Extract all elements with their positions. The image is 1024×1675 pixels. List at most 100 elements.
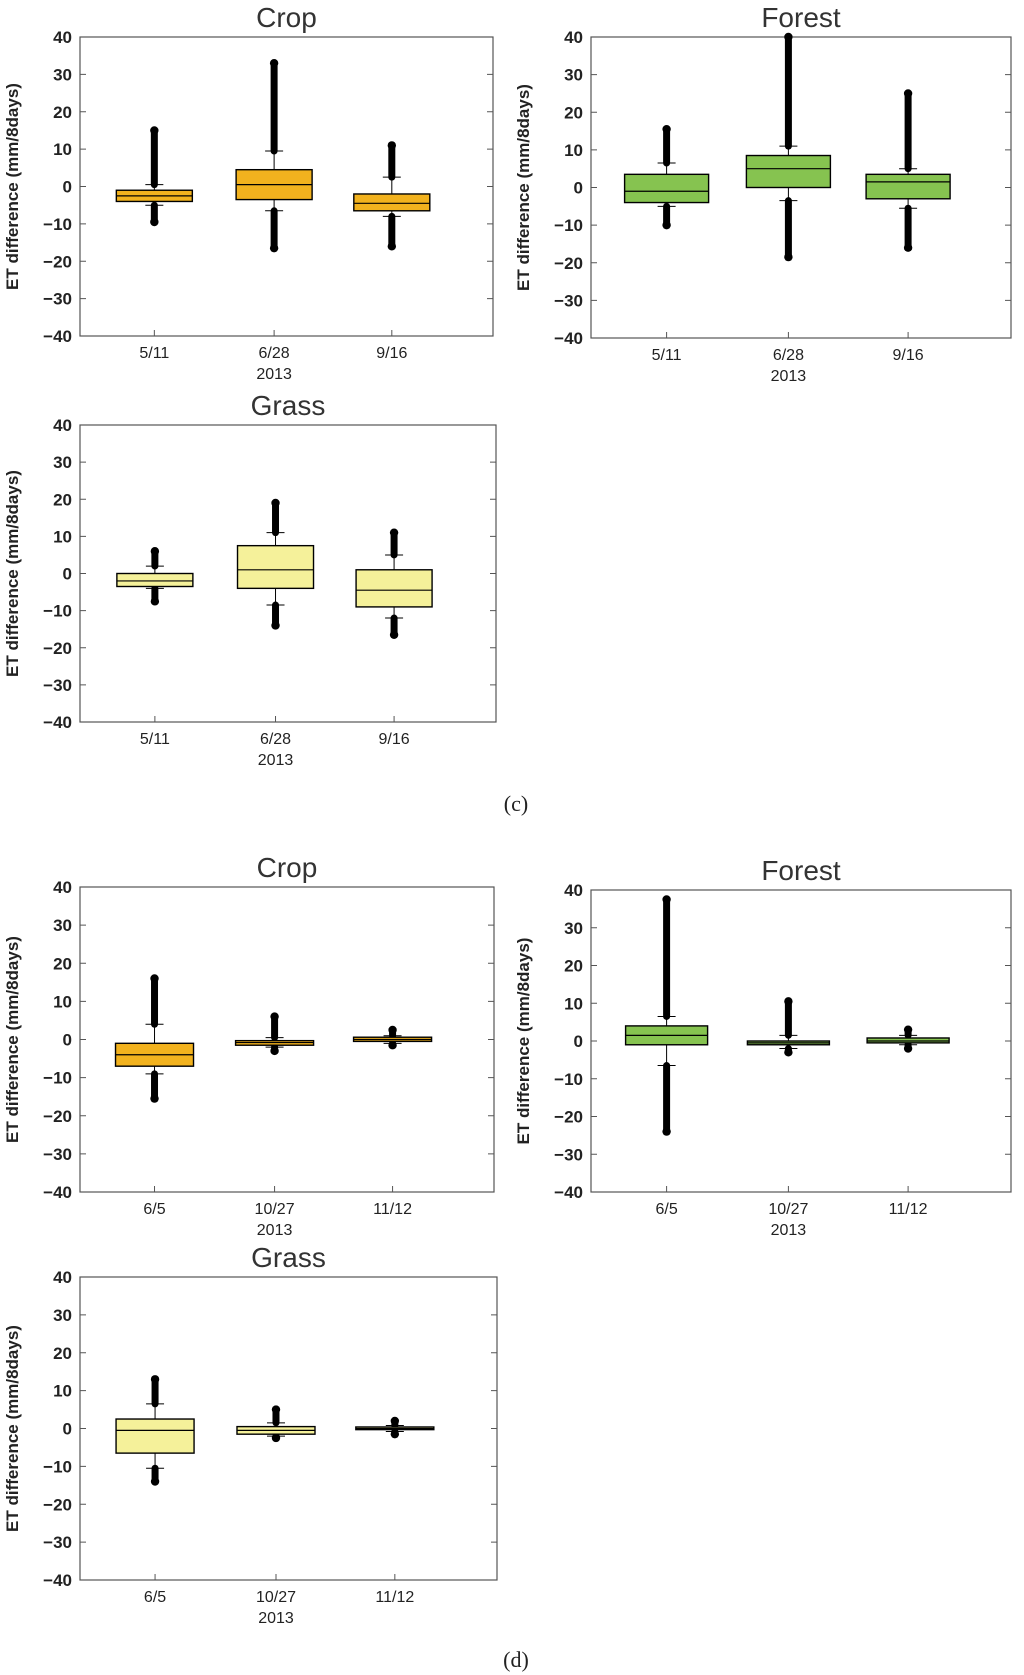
panel-d-forest-ytick-label: −40 bbox=[554, 1183, 583, 1202]
panel-d-grass-xtick-label-1: 10/27 bbox=[256, 1589, 296, 1606]
panel-d-grass-ytick-label: −20 bbox=[43, 1495, 72, 1514]
panel-d-crop-xtick-label-0: 6/5 bbox=[143, 1201, 165, 1218]
panel-d-crop-xtick-label-1: 10/27 bbox=[255, 1201, 295, 1218]
panel-c-grass-box-0-max-point bbox=[150, 547, 160, 556]
panel-d-forest-box-1-max-point bbox=[784, 997, 793, 1006]
panel-c-crop-ytick-label: −10 bbox=[43, 215, 72, 234]
panel-c-crop-box-0-min-point bbox=[150, 217, 159, 227]
panel-d-forest-ytick-label: −20 bbox=[554, 1108, 583, 1127]
panel-c-forest-ylabel: ET difference (mm/8days) bbox=[514, 84, 533, 291]
panel-d-forest-ytick-label: −10 bbox=[554, 1070, 583, 1089]
panel-d-grass-box-1-max-point bbox=[271, 1405, 281, 1414]
panel-c-forest-box-1-max-point bbox=[784, 32, 793, 42]
panel-c-grass-ytick-label: 10 bbox=[53, 527, 72, 546]
panel-c-grass-ytick-label: 0 bbox=[63, 565, 72, 584]
panel-c-forest-ytick-label: −10 bbox=[554, 216, 583, 235]
panel-c-crop-ytick-label: 30 bbox=[53, 65, 72, 84]
panel-d-forest-xlabel: 2013 bbox=[771, 1222, 807, 1239]
panel-d-crop-xlabel: 2013 bbox=[257, 1222, 293, 1239]
panel-d-crop-ylabel: ET difference (mm/8days) bbox=[3, 936, 22, 1143]
panel-d-forest-box-0-max-point bbox=[662, 895, 671, 904]
panel-c-crop-box-2-max-point bbox=[387, 141, 397, 150]
panel-d-crop-ytick-label: −40 bbox=[43, 1183, 72, 1202]
panel-c-forest-xtick-label-1: 6/28 bbox=[773, 347, 804, 364]
panel-d-grass-ylabel: ET difference (mm/8days) bbox=[3, 1325, 22, 1532]
panel-c-grass-title: Grass bbox=[251, 390, 326, 421]
panel-c-grass-ytick-label: −20 bbox=[43, 639, 72, 658]
panel-d-forest-box-0-min-point bbox=[662, 1127, 671, 1136]
panel-d-grass-ytick-label: 40 bbox=[53, 1268, 72, 1287]
panel-d-grass-ytick-label: −40 bbox=[43, 1571, 72, 1590]
panel-d-crop-ytick-label: 30 bbox=[53, 916, 72, 935]
panel-c-crop-xtick-label-1: 6/28 bbox=[259, 345, 290, 362]
panel-c-forest-title: Forest bbox=[761, 2, 841, 33]
panel-c-grass-ytick-label: −40 bbox=[43, 713, 72, 732]
panel-d-grass-ytick-label: 20 bbox=[53, 1344, 72, 1363]
panel-d-crop-title: Crop bbox=[257, 852, 318, 883]
panel-c-grass-box-1-min-point bbox=[271, 621, 280, 630]
panel-c-forest-xtick-label-0: 5/11 bbox=[652, 347, 682, 364]
panel-c-grass-box-0-min-point bbox=[150, 597, 160, 606]
panel-c-grass-xtick-label-1: 6/28 bbox=[260, 731, 291, 748]
panel-d-forest-box-2-max-point bbox=[903, 1025, 913, 1034]
panel-c-forest-ytick-label: 20 bbox=[564, 103, 583, 122]
panel-c-crop-box-1-min-point bbox=[269, 243, 279, 253]
panel-d-crop-ytick-label: 0 bbox=[63, 1031, 72, 1050]
panel-d-crop-ytick-label: 10 bbox=[53, 992, 72, 1011]
panel-d-forest-title: Forest bbox=[761, 855, 841, 886]
panel-c-forest-box-0-iqr bbox=[623, 173, 710, 204]
panel-c-forest-ytick-label: 0 bbox=[574, 179, 583, 198]
panel-c-grass-ytick-label: 40 bbox=[53, 416, 72, 435]
panel-d-grass-title: Grass bbox=[251, 1242, 326, 1273]
panel-c-forest-ytick-label: −20 bbox=[554, 254, 583, 273]
panel-c-crop-ytick-label: −40 bbox=[43, 327, 72, 346]
panel-c-grass-ytick-label: 20 bbox=[53, 490, 72, 509]
panel-c-forest-ytick-label: 30 bbox=[564, 66, 583, 85]
panel-c-forest-box-2-max-point bbox=[903, 89, 913, 98]
panel-c-grass-box-1-max-point bbox=[271, 498, 280, 508]
caption-c: (c) bbox=[503, 791, 529, 816]
panel-d-grass-ytick-label: −30 bbox=[43, 1533, 72, 1552]
panel-c-crop-box-0-max-point bbox=[150, 126, 159, 135]
panel-c-crop-xlabel: 2013 bbox=[256, 366, 292, 383]
panel-c-forest-box-2-iqr bbox=[865, 173, 951, 200]
panel-c-crop-xtick-label-2: 9/16 bbox=[376, 345, 407, 362]
panel-d-crop-ytick-label: −30 bbox=[43, 1145, 72, 1164]
panel-d-grass-ytick-label: 10 bbox=[53, 1382, 72, 1401]
panel-d-grass-box-2-max-point bbox=[390, 1416, 400, 1426]
panel-d-crop-box-1-max-point bbox=[270, 1012, 279, 1021]
panel-d-forest-ytick-label: 10 bbox=[564, 994, 583, 1013]
panel-c-forest-box-1-iqr bbox=[745, 154, 832, 189]
panel-d-grass-box-2-min-point bbox=[390, 1429, 400, 1439]
panel-d-grass-ytick-label: −10 bbox=[43, 1457, 72, 1476]
panel-d-forest-ylabel: ET difference (mm/8days) bbox=[514, 938, 533, 1145]
panel-c-grass-ytick-label: −30 bbox=[43, 676, 72, 695]
panel-d-crop-xtick-label-2: 11/12 bbox=[373, 1201, 412, 1218]
panel-d-grass-xtick-label-2: 11/12 bbox=[375, 1589, 414, 1606]
panel-d-grass-box-0-max-point bbox=[150, 1375, 160, 1384]
panel-c-grass-box-0-iqr bbox=[116, 572, 194, 588]
panel-c-forest-box-0-min-point bbox=[662, 220, 671, 230]
panel-d-forest-ytick-label: 40 bbox=[564, 881, 583, 900]
panel-d-forest-ytick-label: −30 bbox=[554, 1145, 583, 1164]
panel-c-forest-ytick-label: −40 bbox=[554, 329, 583, 348]
panel-d-forest-xtick-label-2: 11/12 bbox=[889, 1201, 928, 1218]
panel-c-crop-ytick-label: 40 bbox=[53, 28, 72, 47]
panel-d-crop-ytick-label: −10 bbox=[43, 1069, 72, 1088]
panel-c-crop-title: Crop bbox=[256, 2, 317, 33]
panel-c-grass-box-1-iqr bbox=[236, 544, 315, 590]
panel-d-forest-ytick-label: 20 bbox=[564, 957, 583, 976]
panel-d-grass-ytick-label: 30 bbox=[53, 1306, 72, 1325]
panel-d-crop-box-1-min-point bbox=[270, 1046, 279, 1056]
panel-d-crop-box-0-max-point bbox=[150, 974, 159, 983]
panel-c-forest-box-2-min-point bbox=[903, 243, 913, 252]
panel-c-forest-ytick-label: −30 bbox=[554, 291, 583, 310]
panel-c-forest-xtick-label-2: 9/16 bbox=[893, 347, 924, 364]
panel-c-crop-box-1-max-point bbox=[269, 58, 279, 68]
panel-d-forest-ytick-label: 0 bbox=[574, 1032, 583, 1051]
panel-d-crop-ytick-label: 40 bbox=[53, 878, 72, 897]
panel-c-crop-ytick-label: −20 bbox=[43, 252, 72, 271]
panel-c-forest-xlabel: 2013 bbox=[771, 368, 807, 385]
panel-c-grass-ytick-label: 30 bbox=[53, 453, 72, 472]
panel-c-crop-ytick-label: 10 bbox=[53, 140, 72, 159]
